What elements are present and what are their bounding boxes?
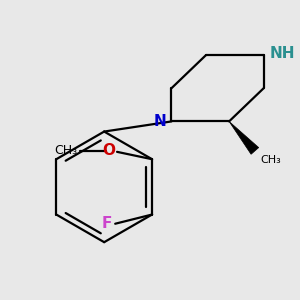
Text: F: F: [101, 216, 112, 231]
Text: CH₃: CH₃: [260, 154, 281, 165]
Text: O: O: [102, 143, 115, 158]
Polygon shape: [229, 122, 259, 154]
Text: CH₃: CH₃: [54, 144, 77, 158]
Text: N: N: [153, 114, 166, 129]
Text: NH: NH: [269, 46, 295, 61]
